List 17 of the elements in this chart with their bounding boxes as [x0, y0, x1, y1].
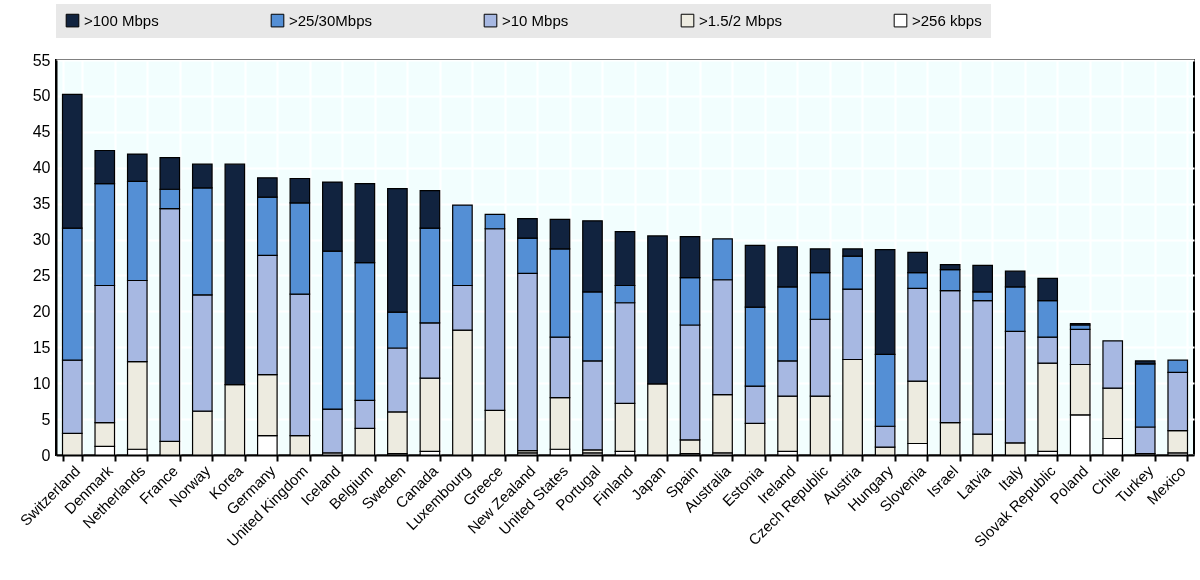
y-tick-label: 30 — [32, 231, 51, 249]
y-tick-label: 0 — [41, 446, 51, 464]
y-tick-label: 50 — [32, 87, 51, 105]
legend-label: >10 Mbps — [502, 11, 569, 29]
y-tick-label: 35 — [32, 195, 51, 213]
legend-label: >256 kbps — [912, 11, 982, 29]
legend-label: >1.5/2 Mbps — [699, 11, 782, 29]
y-tick-label: 10 — [32, 374, 51, 392]
y-tick-label: 55 — [32, 51, 51, 69]
y-tick-label: 45 — [32, 123, 51, 141]
y-tick-label: 15 — [32, 338, 51, 356]
y-tick-label: 25 — [32, 266, 51, 284]
y-tick-label: 5 — [41, 410, 51, 428]
legend-label: >25/30Mbps — [289, 11, 372, 29]
legend-label: >100 Mbps — [84, 11, 159, 29]
y-tick-label: 40 — [32, 159, 51, 177]
y-tick-label: 20 — [32, 302, 51, 320]
